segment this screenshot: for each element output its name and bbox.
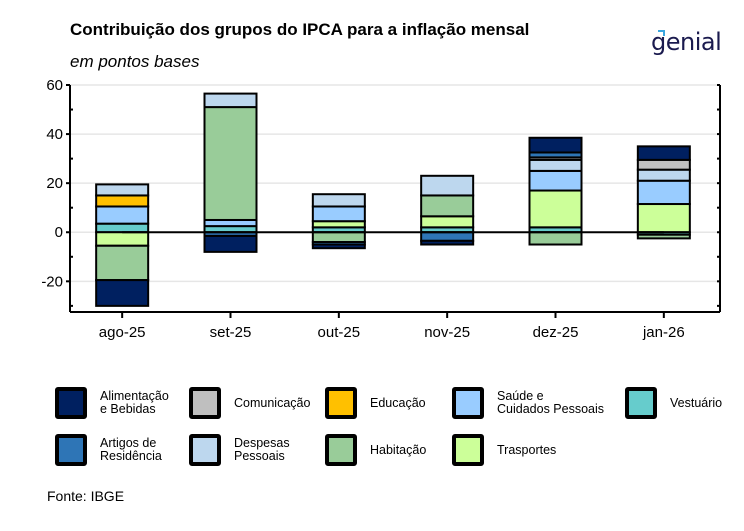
legend-swatch bbox=[452, 434, 484, 466]
legend-item: Artigos de Residência bbox=[55, 430, 162, 470]
legend-item: Alimentação e Bebidas bbox=[55, 383, 169, 423]
bar-segment bbox=[420, 174, 475, 197]
axes bbox=[66, 84, 721, 318]
legend-item: Habitação bbox=[325, 430, 426, 470]
legend-label: Alimentação e Bebidas bbox=[100, 389, 169, 416]
legend-label: Saúde e Cuidados Pessoais bbox=[497, 389, 605, 416]
bar-segment bbox=[528, 231, 583, 246]
legend-label: Trasportes bbox=[497, 442, 557, 457]
bar-segment bbox=[636, 168, 691, 182]
bar-segment bbox=[95, 222, 150, 234]
logo-text: genial bbox=[651, 28, 722, 56]
chart-title: Contribuição dos grupos do IPCA para a i… bbox=[70, 20, 530, 39]
x-tick-label: dez-25 bbox=[533, 324, 579, 341]
bar-segment bbox=[95, 194, 150, 208]
legend-item: Comunicação bbox=[189, 383, 310, 423]
legend-label: Vestuário bbox=[670, 395, 723, 410]
bar-segment bbox=[311, 205, 366, 223]
bar-segment bbox=[528, 169, 583, 192]
x-tick-label: ago-25 bbox=[99, 324, 146, 341]
bar-segment bbox=[311, 193, 366, 208]
x-tick-label: nov-25 bbox=[424, 324, 470, 341]
bar-segment bbox=[95, 231, 150, 247]
legend-swatch bbox=[55, 434, 87, 466]
legend-label: Habitação bbox=[370, 442, 427, 457]
y-tick-labels: 60 40 20 0 -20 bbox=[41, 77, 63, 290]
bar-segment bbox=[203, 92, 258, 109]
legend-swatch bbox=[625, 387, 657, 419]
legend-label: Comunicação bbox=[234, 395, 311, 410]
bar-segment bbox=[95, 205, 150, 225]
bar-segment bbox=[528, 136, 583, 154]
x-tick-label: set-25 bbox=[210, 324, 252, 341]
bar-segment bbox=[311, 231, 366, 244]
legend-item: Saúde e Cuidados Pessoais bbox=[452, 383, 604, 423]
legend-swatch bbox=[452, 387, 484, 419]
bar-segment bbox=[636, 233, 691, 240]
legend: Alimentação e Bebidas Comunicação Educação… bbox=[55, 383, 744, 473]
bar-segment bbox=[636, 203, 691, 234]
y-tick-label: -20 bbox=[41, 273, 63, 290]
chart-subtitle: em pontos bases bbox=[70, 52, 200, 71]
x-tick-label: out-25 bbox=[318, 324, 361, 341]
source-note: Fonte: IBGE bbox=[47, 488, 125, 504]
bar-segment bbox=[311, 243, 366, 250]
y-tick-label: 60 bbox=[46, 77, 63, 94]
bars bbox=[95, 92, 691, 307]
x-tick-labels: ago-25 set-25 out-25 nov-25 dez-25 jan-26 bbox=[99, 324, 685, 341]
legend-swatch bbox=[189, 434, 221, 466]
y-tick-label: 0 bbox=[55, 224, 63, 241]
bar-segment bbox=[636, 179, 691, 206]
bar-segment bbox=[95, 183, 150, 197]
bar-segment bbox=[420, 194, 475, 218]
bar-segment bbox=[636, 145, 691, 161]
bar-segment bbox=[95, 279, 150, 307]
legend-swatch bbox=[325, 434, 357, 466]
gridlines bbox=[70, 84, 720, 283]
bar-segment bbox=[528, 158, 583, 172]
legend-item: Trasportes bbox=[452, 430, 556, 470]
legend-label: Educação bbox=[370, 395, 426, 410]
bar-segment bbox=[420, 239, 475, 246]
bar-segment bbox=[203, 234, 258, 253]
y-tick-label: 40 bbox=[46, 126, 63, 143]
legend-swatch bbox=[325, 387, 357, 419]
bar-segment bbox=[203, 106, 258, 221]
x-tick-label: jan-26 bbox=[642, 324, 685, 341]
legend-swatch bbox=[55, 387, 87, 419]
stacked-bar-chart: 60 40 20 0 -20 ago-25 set-25 out-25 nov-25 dez-2… bbox=[41, 77, 721, 341]
y-tick-label: 20 bbox=[46, 175, 63, 192]
legend-label: Despesas Pessoais bbox=[234, 436, 290, 463]
legend-label: Artigos de Residência bbox=[100, 436, 162, 463]
bar-segment bbox=[420, 231, 475, 242]
bar-segment bbox=[636, 158, 691, 171]
logo-accent-icon bbox=[658, 30, 665, 36]
genial-logo: genial bbox=[651, 28, 722, 56]
bar-segment bbox=[95, 244, 150, 282]
bar-segment bbox=[420, 215, 475, 229]
legend-item: Educação bbox=[325, 383, 426, 423]
bar-segment bbox=[528, 189, 583, 229]
legend-item: Vestuário bbox=[625, 383, 722, 423]
legend-swatch bbox=[189, 387, 221, 419]
legend-item: Despesas Pessoais bbox=[189, 430, 290, 470]
